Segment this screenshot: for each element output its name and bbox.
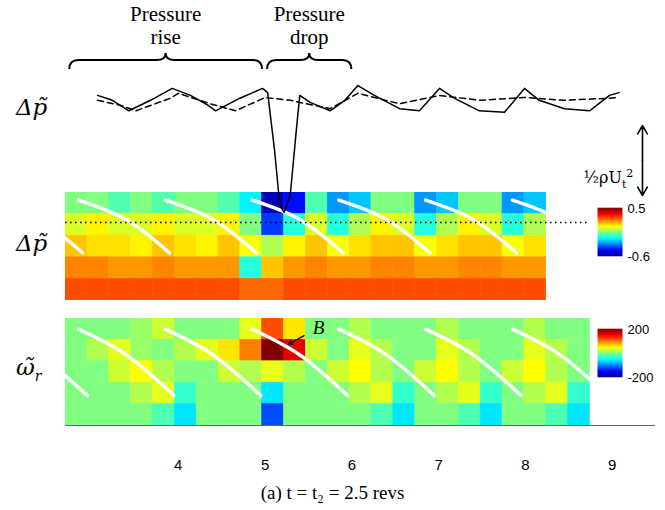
svg-text:9: 9 [608, 456, 616, 473]
svg-text:B: B [313, 317, 325, 338]
svg-text:Pressuredrop: Pressuredrop [274, 2, 345, 49]
svg-text:7: 7 [434, 456, 442, 473]
html-text:2: 2 [626, 167, 634, 180]
svg-text:200: 200 [628, 322, 650, 337]
svg-text:-0.6: -0.6 [628, 249, 650, 264]
html-text:Δp̃: Δp̃ [16, 230, 48, 256]
svg-text:-200: -200 [628, 370, 654, 385]
svg-text:0.5: 0.5 [628, 201, 646, 216]
svg-text:8: 8 [521, 456, 529, 473]
svg-text:4: 4 [174, 456, 182, 473]
html-text:Δp̃: Δp̃ [16, 94, 48, 120]
svg-text:6: 6 [348, 456, 356, 473]
svg-text:5: 5 [261, 456, 269, 473]
html-text:½ρUt: ½ρUt [583, 168, 627, 191]
html-text:ω̃r: ω̃r [16, 354, 42, 384]
svg-text:Pressurerise: Pressurerise [130, 2, 201, 49]
html-text:(a) t = t₂ = 2.5 revs: (a) t = t₂ = 2.5 revs [260, 482, 405, 503]
